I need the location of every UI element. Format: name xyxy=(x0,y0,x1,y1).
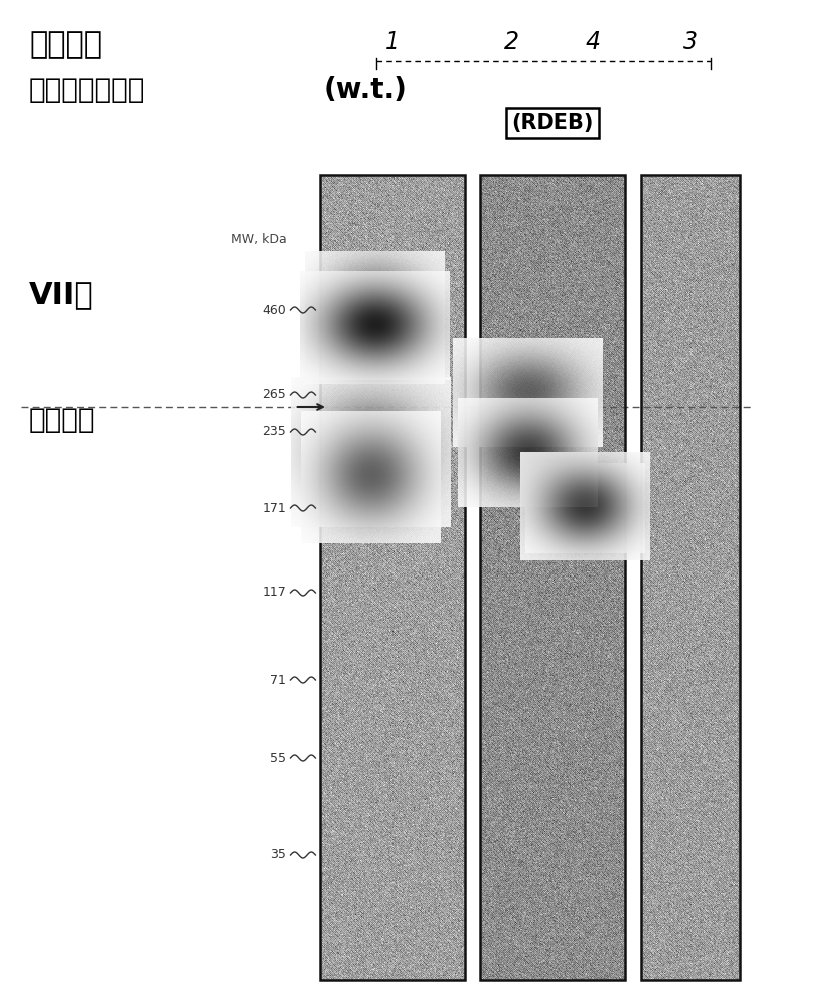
Text: 受试者：: 受试者： xyxy=(29,30,102,60)
Text: 265: 265 xyxy=(262,388,286,401)
Text: 3: 3 xyxy=(683,30,698,54)
Text: (RDEB): (RDEB) xyxy=(511,113,593,133)
Bar xyxy=(641,175,740,980)
Text: 55: 55 xyxy=(271,752,286,764)
Text: 35: 35 xyxy=(271,848,286,861)
Text: 2: 2 xyxy=(504,30,520,54)
Text: 1: 1 xyxy=(384,30,400,54)
Text: 235: 235 xyxy=(262,425,286,438)
Text: 460: 460 xyxy=(262,304,286,316)
Text: 4: 4 xyxy=(585,30,601,54)
Text: (w.t.): (w.t.) xyxy=(324,76,408,104)
Bar xyxy=(480,175,625,980)
Text: 171: 171 xyxy=(262,502,286,514)
Text: MW, kDa: MW, kDa xyxy=(231,233,286,246)
Text: VII型: VII型 xyxy=(29,280,94,309)
Text: 117: 117 xyxy=(262,586,286,599)
Text: 角质形成细胞：: 角质形成细胞： xyxy=(29,76,145,104)
Text: 71: 71 xyxy=(271,674,286,687)
Text: 胶原蛋白: 胶原蛋白 xyxy=(29,406,95,434)
Bar xyxy=(320,175,465,980)
